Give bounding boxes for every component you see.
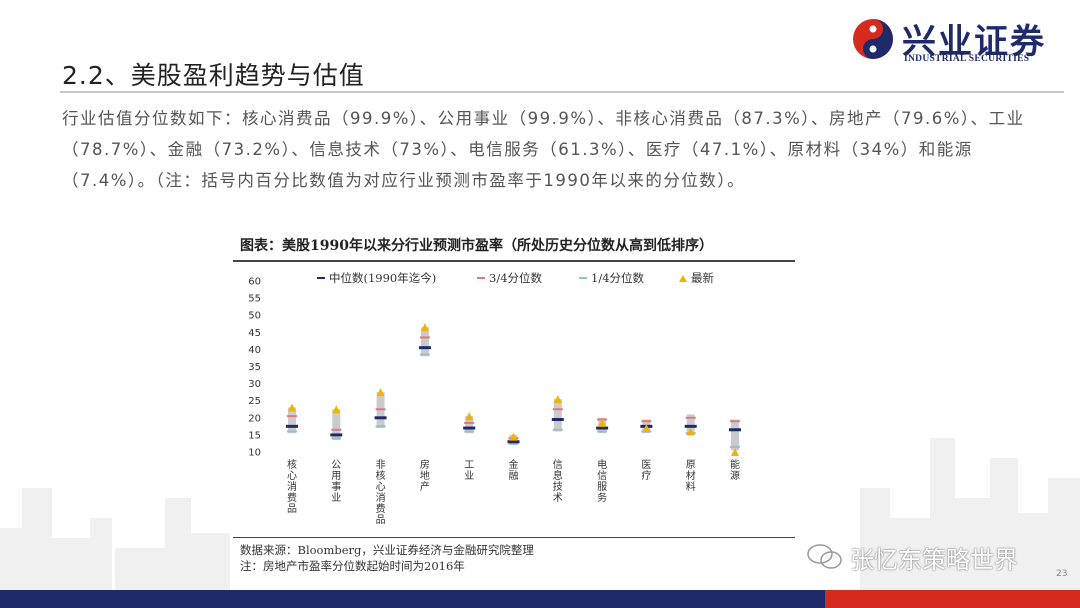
range-bar <box>465 416 474 434</box>
legend-marker-latest <box>679 275 687 282</box>
range-bar <box>731 419 739 451</box>
q1-mark <box>552 428 563 431</box>
q3-mark <box>685 416 696 419</box>
q1-mark <box>419 353 430 356</box>
legend-label-q3: 3/4分位数 <box>489 271 543 285</box>
latest-marker <box>376 388 385 397</box>
median-mark <box>286 424 298 428</box>
page-number: 23 <box>1056 569 1068 579</box>
latest-marker <box>686 427 695 436</box>
q3-mark <box>552 408 563 411</box>
y-tick-label: 15 <box>248 430 261 441</box>
q1-mark <box>730 445 740 448</box>
title-divider <box>60 91 1064 93</box>
y-tick-label: 30 <box>248 379 261 390</box>
q1-mark <box>508 442 519 445</box>
category-label: 电信服务 <box>597 458 607 504</box>
median-mark <box>507 440 520 444</box>
median-mark <box>463 426 476 430</box>
q3-mark <box>464 421 475 424</box>
pe-percentile-chart: 10 15 20 25 30 35 40 45 50 55 60 中位数(1990年迄今) 3/4分位数… <box>248 271 741 526</box>
category-label: 工业 <box>464 460 474 482</box>
range-bar <box>553 398 562 432</box>
footer-bar-red <box>825 590 1080 608</box>
legend-marker-q1 <box>579 277 587 279</box>
range-bar <box>288 407 296 434</box>
y-tick-label: 50 <box>248 311 261 322</box>
q1-mark <box>375 425 386 428</box>
y-tick-label: 40 <box>248 345 261 356</box>
y-tick-label: 45 <box>248 328 261 339</box>
y-tick-label: 20 <box>248 413 261 424</box>
y-tick-label: 25 <box>248 396 261 407</box>
y-tick-label: 55 <box>248 294 261 305</box>
latest-marker <box>598 418 607 427</box>
chart-bottom-rule <box>233 537 795 538</box>
median-mark <box>684 424 697 428</box>
footer-bar-navy <box>0 590 825 608</box>
category-label: 原材料 <box>686 459 696 493</box>
y-tick-label: 35 <box>248 362 261 373</box>
latest-marker <box>465 412 474 421</box>
q1-mark <box>464 430 475 433</box>
median-mark <box>418 346 431 350</box>
legend-marker-q3 <box>477 277 485 279</box>
median-mark <box>596 426 609 430</box>
median-mark <box>551 418 564 422</box>
remark-note: 注：房地产市盈率分位数起始时间为2016年 <box>240 559 465 573</box>
legend-label-median: 中位数(1990年迄今) <box>329 271 436 285</box>
logo-chinese-name: 兴业证券 <box>902 22 1046 62</box>
watermark-text: 张忆东策略世界 <box>850 546 1018 574</box>
y-tick-label: 10 <box>248 448 261 459</box>
latest-marker <box>731 448 739 456</box>
chart-top-rule <box>233 260 795 262</box>
q3-mark <box>331 428 342 431</box>
slide-title: 2.2、美股盈利趋势与估值 <box>62 61 365 90</box>
latest-marker <box>332 405 341 414</box>
q1-mark <box>597 430 608 433</box>
company-logo: 兴业证券 INDUSTRIAL SECURITIES <box>852 14 1067 66</box>
q3-mark <box>375 408 386 411</box>
q3-mark <box>287 415 297 418</box>
category-label: 非核心消费品 <box>376 459 386 526</box>
chart-title: 图表：美股1990年以来分行业预测市盈率（所处历史分位数从高到低排序） <box>240 238 713 254</box>
latest-marker <box>288 403 296 412</box>
category-label: 信息技术 <box>553 459 563 504</box>
median-mark <box>330 433 343 437</box>
q3-mark <box>641 420 652 423</box>
y-tick-label: 60 <box>248 277 261 288</box>
q1-mark <box>287 430 297 433</box>
category-label: 能源 <box>730 458 740 482</box>
logo-swirl-icon <box>853 19 893 59</box>
latest-marker <box>420 323 429 332</box>
category-label: 核心消费品 <box>287 458 297 515</box>
legend-marker-median <box>317 277 325 279</box>
range-bar <box>686 414 695 435</box>
range-bar <box>332 409 341 441</box>
median-mark <box>374 416 387 420</box>
latest-marker <box>509 432 518 441</box>
latest-marker <box>642 424 651 433</box>
wechat-icon <box>807 544 842 569</box>
category-label: 医疗 <box>641 459 651 482</box>
median-mark <box>729 428 741 432</box>
latest-marker <box>553 394 562 403</box>
logo-english-name: INDUSTRIAL SECURITIES <box>904 54 1030 64</box>
category-label: 房地产 <box>420 458 430 493</box>
range-bar <box>420 327 429 357</box>
body-paragraph: 行业估值分位数如下：核心消费品（99.9%）、公用事业（99.9%）、非核心消费… <box>62 109 1025 190</box>
q1-mark <box>331 437 342 440</box>
q3-mark <box>419 336 430 339</box>
legend-label-q1: 1/4分位数 <box>591 271 645 285</box>
source-note: 数据来源：Bloomberg，兴业证券经济与金融研究院整理 <box>240 543 534 557</box>
category-label: 金融 <box>509 458 519 482</box>
category-label: 公用事业 <box>331 460 341 504</box>
q3-mark <box>730 420 740 423</box>
legend-label-latest: 最新 <box>691 271 714 285</box>
